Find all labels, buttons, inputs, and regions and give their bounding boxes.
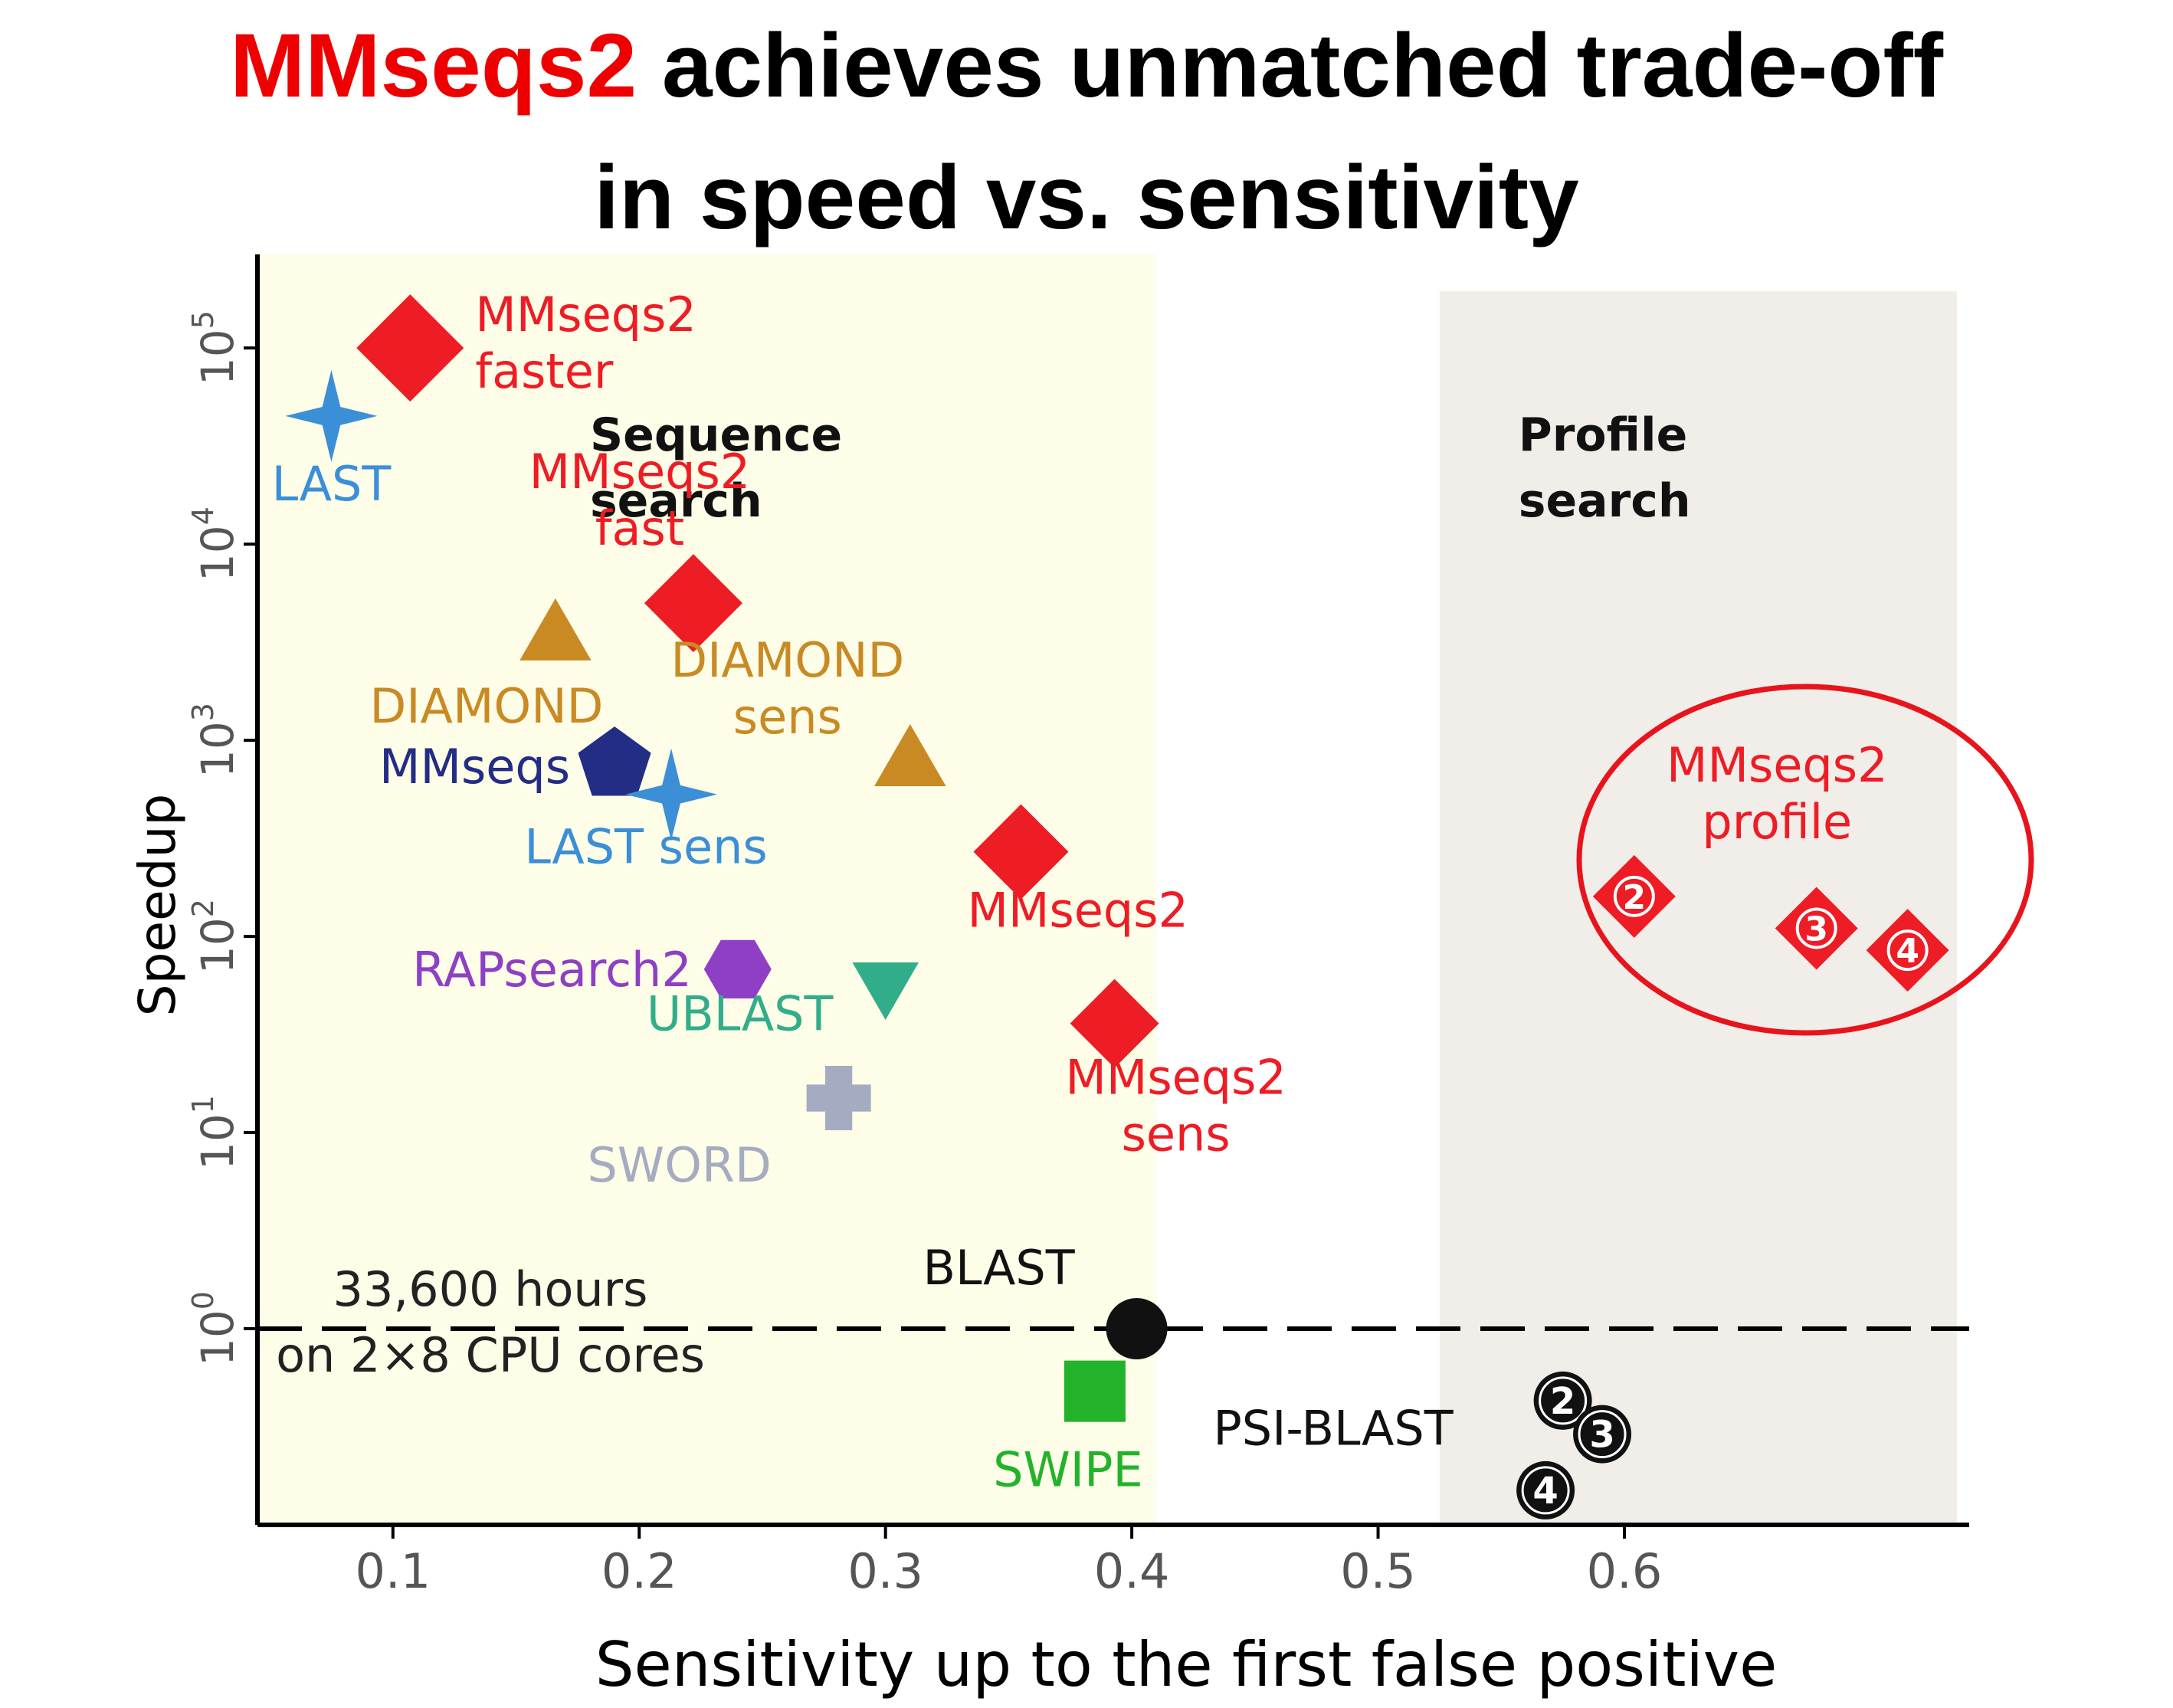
- x-axis-label: Sensitivity up to the first false positi…: [595, 1629, 1778, 1700]
- point-mmseqs2-sens: [1070, 979, 1159, 1068]
- label-mmseqs2-faster: MMseqs2 faster: [475, 287, 696, 399]
- title-line-1-rest: achieves unmatched trade-off: [637, 15, 1944, 116]
- point-sword: [806, 1065, 871, 1130]
- y-tick-label: 102: [186, 899, 244, 974]
- point-swipe: [1064, 1360, 1126, 1422]
- point-mmseqs: [578, 726, 651, 796]
- point-label-mmseqs2-profile: 3: [1804, 910, 1828, 949]
- y-tick-label: 104: [186, 506, 244, 582]
- title-line-1: MMseqs2 achieves unmatched trade-off: [0, 0, 2173, 132]
- label-rapsearch2: RAPsearch2: [412, 942, 692, 998]
- point-rapsearch2: [703, 939, 772, 998]
- label-mmseqs: MMseqs: [379, 739, 570, 795]
- point-psi-blast-ring: [1521, 1466, 1570, 1515]
- svg-text:103: 103: [186, 703, 244, 778]
- reference-line-label: 33,600 hours on 2×8 CPU cores: [276, 1261, 705, 1383]
- label-psi-blast: PSI-BLAST: [1213, 1401, 1454, 1457]
- label-mmseqs2-profile: MMseqs2 profile: [1667, 737, 1888, 850]
- point-blast: [1106, 1298, 1168, 1360]
- label-blast: BLAST: [923, 1240, 1075, 1296]
- y-tick-label: 105: [186, 310, 244, 385]
- x-tick-label: 0.2: [601, 1543, 677, 1599]
- reference-layer: 33,600 hours on 2×8 CPU cores: [257, 1261, 1969, 1383]
- point-diamond-sens: [874, 724, 946, 786]
- point-last: [285, 369, 378, 462]
- labels-layer: Sequence search Profile search MMseqs2 faster…: [272, 287, 2034, 1498]
- x-tick-label: 0.4: [1094, 1543, 1170, 1599]
- label-last-sens: LAST sens: [524, 819, 767, 875]
- point-mmseqs2-profile-2: [1592, 854, 1676, 938]
- point-mmseqs2-profile-ring: [1886, 929, 1929, 972]
- chart-title: MMseqs2 achieves unmatched trade-off in …: [0, 0, 2173, 264]
- point-psi-blast-ring: [1539, 1376, 1588, 1425]
- y-tick-label: 101: [186, 1095, 244, 1170]
- svg-text:105: 105: [186, 310, 244, 385]
- svg-text:100: 100: [186, 1291, 244, 1366]
- x-tick-label: 0.5: [1340, 1543, 1416, 1599]
- label-sword: SWORD: [587, 1137, 771, 1193]
- point-mmseqs2-profile-3: [1775, 887, 1858, 970]
- point-label-psi-blast: 3: [1589, 1414, 1614, 1457]
- label-diamond-sens: DIAMOND sens: [670, 632, 904, 745]
- point-mmseqs2-profile-4: [1866, 909, 1949, 992]
- point-ublast: [852, 962, 919, 1020]
- label-mmseqs2-sens: MMseqs2 sens: [1065, 1050, 1286, 1162]
- y-tick-label: 103: [186, 703, 244, 778]
- label-ublast: UBLAST: [647, 986, 834, 1042]
- point-diamond: [519, 598, 592, 661]
- y-axis-label: Speedup: [128, 794, 187, 1017]
- label-last: LAST: [272, 456, 392, 512]
- label-mmseqs2: MMseqs2: [967, 883, 1188, 939]
- point-psi-blast-4: [1516, 1460, 1575, 1519]
- point-psi-blast-ring: [1578, 1410, 1627, 1459]
- axes-layer: 0.1 0.2 0.3 0.4 0.5 0.6 100 101 102 103 104 105 Sens…: [128, 254, 1969, 1700]
- x-tick-label: 0.1: [355, 1543, 431, 1599]
- label-mmseqs2-fast: MMseqs2 fast: [529, 444, 751, 556]
- point-label-mmseqs2-profile: 4: [1896, 932, 1919, 971]
- point-mmseqs2-profile-ring: [1795, 907, 1837, 949]
- point-label-psi-blast: 4: [1532, 1470, 1558, 1513]
- point-mmseqs2: [973, 804, 1069, 900]
- point-mmseqs2-fast: [644, 554, 742, 653]
- point-last-sens: [625, 748, 717, 841]
- point-mmseqs2-profile-ring: [1613, 875, 1655, 917]
- point-psi-blast-2: [1533, 1371, 1592, 1430]
- svg-text:104: 104: [186, 506, 244, 582]
- svg-text:101: 101: [186, 1095, 244, 1170]
- x-tick-label: 0.6: [1587, 1543, 1663, 1599]
- y-tick-label: 100: [186, 1291, 244, 1366]
- x-tick-label: 0.3: [847, 1543, 923, 1599]
- svg-text:102: 102: [186, 899, 244, 974]
- point-psi-blast-3: [1573, 1405, 1632, 1464]
- region-sequence-search: [257, 254, 1157, 1525]
- region-profile-search: [1439, 291, 1957, 1525]
- point-label-mmseqs2-profile: 2: [1623, 878, 1647, 917]
- label-swipe: SWIPE: [993, 1442, 1143, 1498]
- region-label-profile-search: Profile search: [1519, 408, 1691, 528]
- title-highlight: MMseqs2: [229, 15, 637, 116]
- svg-text:Speedup: Speedup: [128, 794, 187, 1017]
- label-diamond: DIAMOND: [370, 678, 604, 734]
- region-label-sequence-search: Sequence search: [590, 408, 842, 528]
- point-label-psi-blast: 2: [1550, 1380, 1575, 1423]
- regions-layer: [257, 254, 1957, 1525]
- highlight-circle: [1576, 684, 2034, 1036]
- title-line-2: in speed vs. sensitivity: [594, 147, 1579, 248]
- point-mmseqs2-faster: [356, 294, 464, 402]
